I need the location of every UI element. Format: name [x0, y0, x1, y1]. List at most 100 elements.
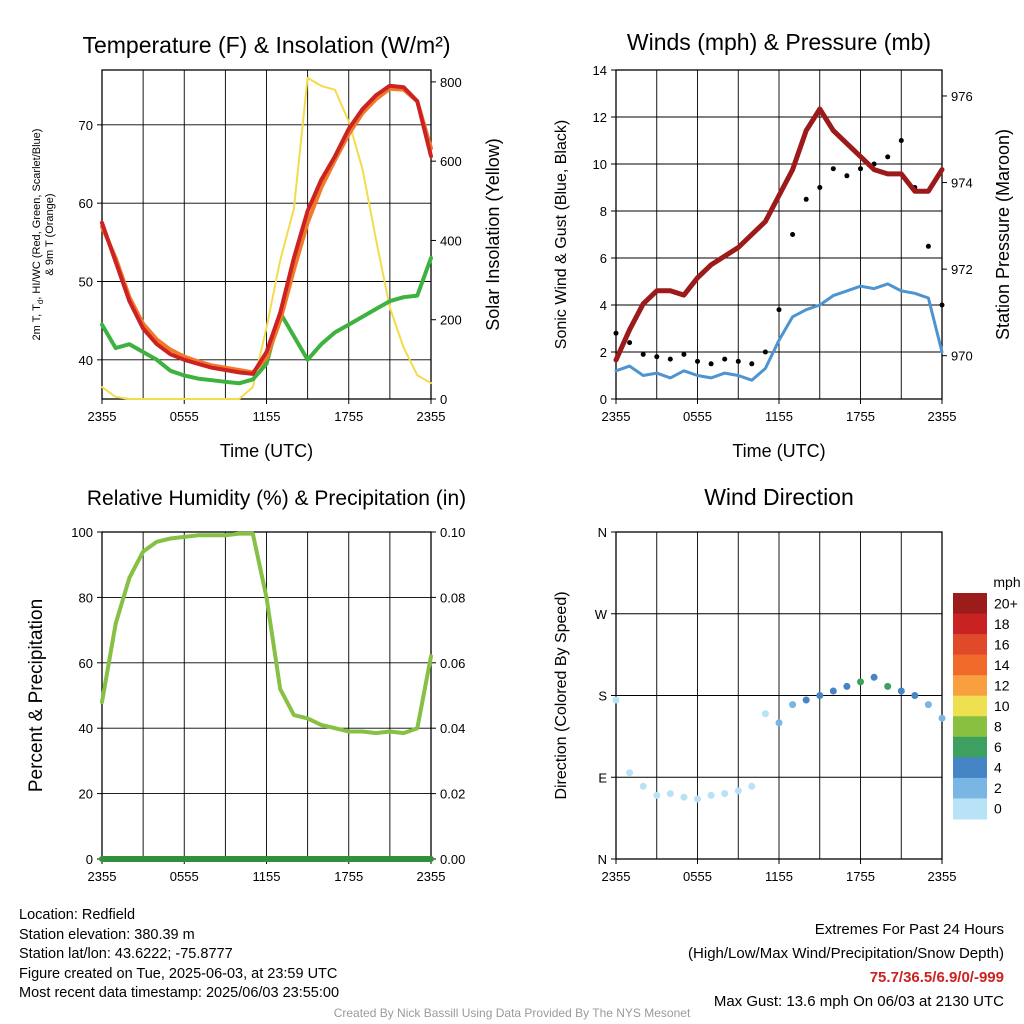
x-tick-label: 2355 — [88, 409, 117, 424]
direction-point — [884, 682, 892, 690]
x-tick-label: 1155 — [765, 869, 793, 884]
direction-point — [612, 696, 620, 704]
direction-point — [897, 687, 905, 695]
y-tick-label: 2 — [600, 345, 607, 360]
x-tick-label: 0555 — [170, 869, 199, 884]
y-tick-label: 10 — [593, 157, 607, 172]
colorbar-label: 14 — [994, 657, 1010, 673]
direction-point — [680, 793, 688, 801]
gust-point — [613, 330, 619, 336]
colorbar-swatch — [953, 736, 987, 758]
y-tick-label: 970 — [951, 349, 973, 364]
colorbar-swatch — [953, 613, 987, 635]
y-tick-label: 974 — [951, 176, 973, 191]
direction-point — [843, 682, 851, 690]
x-tick-label: 0555 — [683, 869, 712, 884]
y-tick-label: 60 — [79, 656, 93, 671]
direction-point — [721, 790, 729, 798]
humidity-line — [100, 531, 433, 736]
y-tick-label: 0.00 — [440, 852, 465, 867]
series-line — [101, 76, 432, 400]
y-tick-label: 0 — [440, 392, 447, 407]
gust-point — [681, 351, 687, 357]
direction-point — [666, 790, 674, 798]
x-tick-label: 1755 — [846, 869, 875, 884]
direction-point — [707, 791, 715, 799]
direction-point — [789, 701, 797, 709]
y-tick-label: 800 — [440, 75, 462, 90]
y-tick-label: 50 — [79, 275, 93, 290]
gust-point — [925, 243, 931, 249]
x-tick-label: 2355 — [417, 869, 446, 884]
y-tick-label: S — [598, 689, 607, 704]
colorbar-label: 18 — [994, 616, 1010, 632]
gust-point — [858, 166, 863, 172]
direction-point — [911, 692, 919, 699]
colorbar-unit: mph — [993, 574, 1020, 590]
series-line — [100, 256, 433, 386]
x-tick-label: 2355 — [602, 409, 631, 424]
credit-text: Created By Nick Bassill Using Data Provi… — [333, 1006, 691, 1020]
y-tick-label: 14 — [593, 63, 607, 78]
direction-point — [816, 692, 824, 699]
x-axis-label: Time (UTC) — [732, 441, 825, 461]
y-tick-label: 12 — [593, 110, 607, 125]
y-tick-label: 0.08 — [440, 590, 465, 605]
gust-point — [735, 358, 741, 364]
y-tick-label: 0.10 — [440, 525, 465, 540]
y-tick-label: W — [595, 607, 608, 622]
colorbar-label: 20+ — [994, 595, 1018, 611]
y-tick-label: 40 — [79, 721, 93, 736]
gust-point — [762, 349, 768, 355]
colorbar-swatch — [953, 716, 987, 738]
colorbar-label: 0 — [994, 801, 1002, 817]
y-tick-label: 100 — [71, 525, 93, 540]
series-line — [100, 83, 433, 376]
y-axis-label: Sonic Wind & Gust (Blue, Black) — [553, 120, 570, 349]
x-tick-label: 1155 — [253, 409, 281, 424]
colorbar-swatch — [953, 675, 987, 697]
y-tick-label: 0.02 — [440, 787, 465, 802]
gust-point — [885, 154, 891, 160]
gust-point — [749, 361, 755, 367]
gust-point — [667, 356, 673, 362]
direction-point — [775, 719, 783, 727]
colorbar-label: 12 — [994, 677, 1010, 693]
wind-line — [614, 282, 944, 382]
direction-point — [694, 795, 701, 803]
latlon-text: Station lat/lon: 43.6222; -75.8777 — [19, 946, 233, 962]
direction-point — [857, 678, 864, 686]
colorbar-swatch — [953, 757, 987, 779]
y-tick-label: N — [598, 525, 607, 540]
y-tick-label: 200 — [440, 313, 462, 328]
colorbar-swatch — [953, 695, 987, 717]
gust-point — [803, 196, 809, 202]
chart-title: Relative Humidity (%) & Precipitation (i… — [87, 487, 466, 510]
x-axis-label: Time (UTC) — [220, 441, 313, 461]
y-tick-label: 0 — [600, 392, 607, 407]
gust-point — [898, 138, 904, 143]
colorbar-label: 4 — [994, 760, 1002, 776]
y-tick-label: 8 — [600, 204, 607, 219]
gust-point — [695, 358, 700, 364]
series-line — [100, 86, 433, 375]
y-tick-label: 70 — [79, 118, 93, 133]
gust-point — [722, 356, 728, 362]
colorbar-label: 16 — [994, 636, 1010, 652]
gust-point — [939, 302, 945, 308]
direction-point — [734, 787, 742, 795]
direction-point — [748, 782, 756, 790]
gust-point — [790, 232, 796, 237]
y-axis-label: 2m T, Td, HI/WC (Red, Green, Scarlet/Blu… — [31, 129, 45, 341]
x-tick-label: 0555 — [683, 409, 712, 424]
x-tick-label: 2355 — [88, 869, 117, 884]
location-text: Location: Redfield — [19, 907, 136, 923]
colorbar-swatch — [953, 777, 987, 799]
pressure-line — [613, 106, 945, 363]
y-tick-label: 40 — [79, 353, 93, 368]
y-axis-label: Percent & Precipitation — [26, 599, 47, 792]
elevation-text: Station elevation: 380.39 m — [19, 926, 195, 943]
y-axis-label-line2: & 9m T (Orange) — [44, 193, 56, 275]
panel-2: 2355 0555 1155 1755 2355 0 2 4 6 8 10 12 14 970 972 974… — [593, 63, 973, 424]
